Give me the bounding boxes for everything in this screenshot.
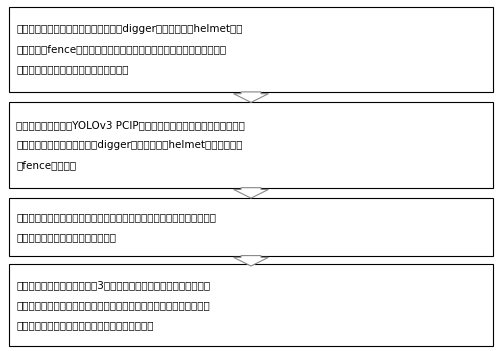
Text: 训练网络，确定最优的神经网络结构: 训练网络，确定最优的神经网络结构 — [17, 232, 116, 242]
Text: 干扰的局限，有助于提高图片识别的精度和速度。: 干扰的局限，有助于提高图片识别的精度和速度。 — [17, 320, 154, 330]
Bar — [9, 7, 492, 92]
Bar — [9, 102, 492, 188]
Polygon shape — [233, 92, 268, 102]
Bar — [9, 264, 492, 346]
Text: （fence）的图片: （fence）的图片 — [17, 160, 76, 170]
Text: 获取高压电缆巡检图片，包括挖掘机（digger）、安全帽（helmet）和: 获取高压电缆巡检图片，包括挖掘机（digger）、安全帽（helmet）和 — [17, 24, 242, 34]
Text: 将获取的图片参数作为训练样本，采用卷积神经网络的初始权值和阈值，: 将获取的图片参数作为训练样本，采用卷积神经网络的初始权值和阈值， — [17, 212, 216, 222]
Text: 施工围挡（fence）作为电缆巡检图片目标检测的分类类别，围绕这三类: 施工围挡（fence）作为电缆巡检图片目标检测的分类类别，围绕这三类 — [17, 44, 226, 54]
Bar — [9, 198, 492, 256]
Polygon shape — [233, 188, 268, 198]
Text: 构建好目标检测模型YOLOv3 PCIP，包括输入层、隐含层、承接层、输出: 构建好目标检测模型YOLOv3 PCIP，包括输入层、隐含层、承接层、输出 — [17, 120, 245, 130]
Text: 输出目标图形检测结果。该方法可以克服传统方法受外部环境背景噪声: 输出目标图形检测结果。该方法可以克服传统方法受外部环境背景噪声 — [17, 300, 210, 310]
Text: 层，网络输入为包含挖掘机（digger）、安全帽（helmet）和施工围挡: 层，网络输入为包含挖掘机（digger）、安全帽（helmet）和施工围挡 — [17, 140, 242, 150]
Text: 的检测准确率进行模型构建、实验和评估: 的检测准确率进行模型构建、实验和评估 — [17, 65, 129, 74]
Polygon shape — [233, 256, 268, 266]
Text: 将实时采集的图片输入到步骤3中训练好的卷积神经网络模型，便可以: 将实时采集的图片输入到步骤3中训练好的卷积神经网络模型，便可以 — [17, 280, 210, 290]
